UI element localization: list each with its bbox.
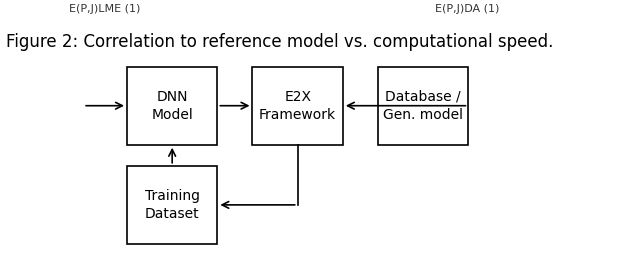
Bar [127, 166, 218, 244]
Bar [252, 67, 343, 145]
Text: E(P,J)LME (1): E(P,J)LME (1) [69, 4, 141, 14]
Text: DNN
Model: DNN Model [151, 90, 193, 122]
Text: E(P,J)DA (1): E(P,J)DA (1) [435, 4, 499, 14]
Text: E2X
Framework: E2X Framework [259, 90, 336, 122]
Text: Training
Dataset: Training Dataset [145, 189, 200, 221]
Bar [378, 67, 468, 145]
Bar [127, 67, 218, 145]
Text: Figure 2: Correlation to reference model vs. computational speed.: Figure 2: Correlation to reference model… [6, 33, 553, 51]
Text: Database /
Gen. model: Database / Gen. model [383, 90, 463, 122]
